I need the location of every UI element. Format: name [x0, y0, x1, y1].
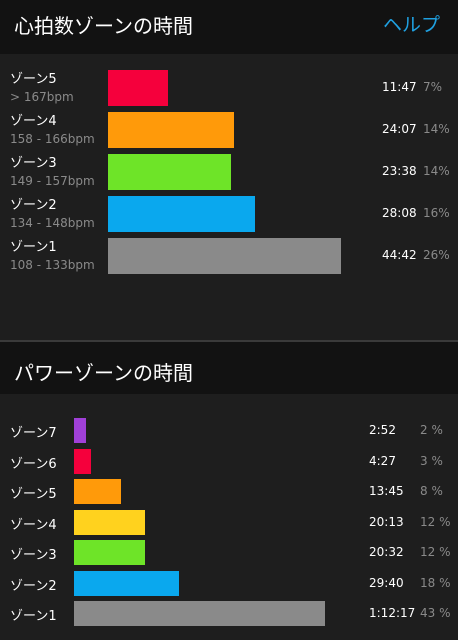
power-zone-row: ゾーン3 20:32 12 % — [0, 540, 458, 565]
zone-bar — [74, 418, 86, 443]
zone-time: 1:12:17 — [369, 606, 416, 620]
zone-bar — [74, 479, 121, 504]
zone-percent: 26% — [423, 248, 450, 262]
zone-time: 20:32 — [369, 545, 404, 559]
zone-time: 24:07 — [382, 122, 417, 136]
zone-bar — [108, 238, 341, 274]
zone-name: ゾーン7 — [10, 426, 57, 441]
zone-name: ゾーン5 — [10, 487, 57, 502]
zone-time: 11:47 — [382, 80, 417, 94]
zone-percent: 3 % — [420, 454, 443, 468]
zone-percent: 2 % — [420, 423, 443, 437]
power-zone-row: ゾーン4 20:13 12 % — [0, 510, 458, 535]
zone-percent: 14% — [423, 122, 450, 136]
zone-time: 4:27 — [369, 454, 396, 468]
power-zone-row: ゾーン2 29:40 18 % — [0, 571, 458, 596]
zone-name: ゾーン1 — [10, 240, 57, 255]
zone-range: 149 - 157bpm — [10, 174, 95, 188]
zone-time: 20:13 — [369, 515, 404, 529]
zone-name: ゾーン4 — [10, 114, 57, 129]
hr-zone-row: ゾーン2 134 - 148bpm 28:08 16% — [0, 196, 458, 232]
zone-bar — [74, 540, 145, 565]
zone-name: ゾーン3 — [10, 548, 57, 563]
power-zone-row: ゾーン6 4:27 3 % — [0, 449, 458, 474]
zone-range: 134 - 148bpm — [10, 216, 95, 230]
zone-time: 29:40 — [369, 576, 404, 590]
zone-time: 13:45 — [369, 484, 404, 498]
zone-name: ゾーン5 — [10, 72, 57, 87]
zone-percent: 7% — [423, 80, 443, 94]
zone-percent: 12 % — [420, 515, 451, 529]
hr-zone-row: ゾーン3 149 - 157bpm 23:38 14% — [0, 154, 458, 190]
zone-bar — [108, 70, 168, 106]
zone-name: ゾーン6 — [10, 457, 57, 472]
zone-time: 44:42 — [382, 248, 417, 262]
power-zone-row: ゾーン7 2:52 2 % — [0, 418, 458, 443]
zone-range: 108 - 133bpm — [10, 258, 95, 272]
zone-bar — [74, 601, 325, 626]
zone-name: ゾーン1 — [10, 609, 57, 624]
heart-rate-header — [0, 0, 458, 54]
zone-bar — [108, 112, 234, 148]
power-zone-row: ゾーン5 13:45 8 % — [0, 479, 458, 504]
zone-percent: 12 % — [420, 545, 451, 559]
zone-percent: 43 % — [420, 606, 451, 620]
zone-percent: 18 % — [420, 576, 451, 590]
zone-range: 158 - 166bpm — [10, 132, 95, 146]
zone-name: ゾーン2 — [10, 198, 57, 213]
power-header — [0, 342, 458, 394]
zone-percent: 8 % — [420, 484, 443, 498]
zone-time: 2:52 — [369, 423, 396, 437]
help-link[interactable]: ヘルプ — [382, 14, 440, 36]
zone-bar — [108, 154, 231, 190]
zone-name: ゾーン4 — [10, 518, 57, 533]
zone-bar — [74, 510, 145, 535]
zone-bar — [74, 571, 179, 596]
hr-zone-row: ゾーン4 158 - 166bpm 24:07 14% — [0, 112, 458, 148]
zone-bar — [74, 449, 91, 474]
zone-range: > 167bpm — [10, 90, 74, 104]
zone-bar — [108, 196, 255, 232]
heart-rate-title: 心拍数ゾーンの時間 — [14, 14, 193, 38]
zone-percent: 14% — [423, 164, 450, 178]
power-title: パワーゾーンの時間 — [14, 361, 193, 385]
hr-zone-row: ゾーン5 > 167bpm 11:47 7% — [0, 70, 458, 106]
power-zone-row: ゾーン1 1:12:17 43 % — [0, 601, 458, 626]
zone-time: 28:08 — [382, 206, 417, 220]
hr-zone-row: ゾーン1 108 - 133bpm 44:42 26% — [0, 238, 458, 274]
zone-name: ゾーン2 — [10, 579, 57, 594]
section-divider — [0, 340, 458, 342]
zone-name: ゾーン3 — [10, 156, 57, 171]
zone-time: 23:38 — [382, 164, 417, 178]
zone-percent: 16% — [423, 206, 450, 220]
